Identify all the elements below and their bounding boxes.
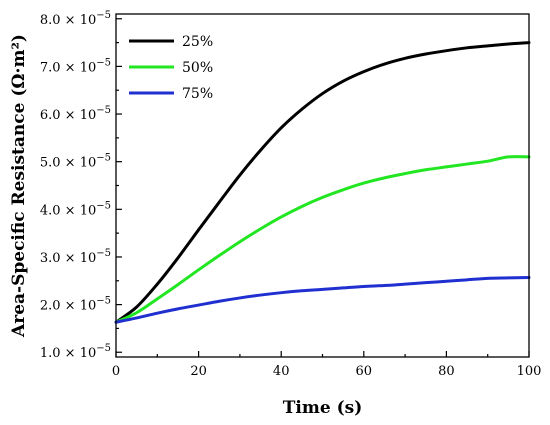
y-tick-label: 4.0 × 10−5 (40, 200, 111, 218)
ticks-layer: 0 20 40 60 80 100 1.0 × 10−5 2.0 × 10−5 3.0 × 10… (40, 10, 542, 379)
legend: 25% 50% 75% (129, 34, 213, 102)
y-axis-title: Area-Specific Resistance (Ω·m²) (9, 34, 29, 338)
x-tick-label: 40 (273, 364, 290, 379)
series-layer (114, 41, 531, 324)
x-tick-label: 0 (112, 364, 120, 379)
x-tick-label: 80 (438, 364, 455, 379)
y-tick-label: 5.0 × 10−5 (40, 153, 111, 171)
legend-label: 50% (182, 60, 213, 76)
series-line-25pct (114, 41, 531, 324)
y-tick-label: 6.0 × 10−5 (40, 105, 111, 123)
series-line-75pct (114, 275, 531, 324)
x-tick-label: 20 (190, 364, 207, 379)
y-tick-label: 8.0 × 10−5 (40, 10, 111, 28)
x-axis-title: Time (s) (283, 398, 363, 418)
y-tick-label: 7.0 × 10−5 (40, 57, 111, 75)
legend-label: 75% (182, 86, 213, 102)
legend-label: 25% (182, 34, 213, 50)
y-tick-label: 2.0 × 10−5 (40, 296, 111, 314)
y-tick-label: 1.0 × 10−5 (40, 343, 111, 361)
x-tick-label: 60 (356, 364, 373, 379)
y-tick-label: 3.0 × 10−5 (40, 248, 111, 266)
plot-frame (115, 13, 530, 358)
series-line-50pct (114, 155, 531, 324)
x-tick-label: 100 (517, 364, 542, 379)
